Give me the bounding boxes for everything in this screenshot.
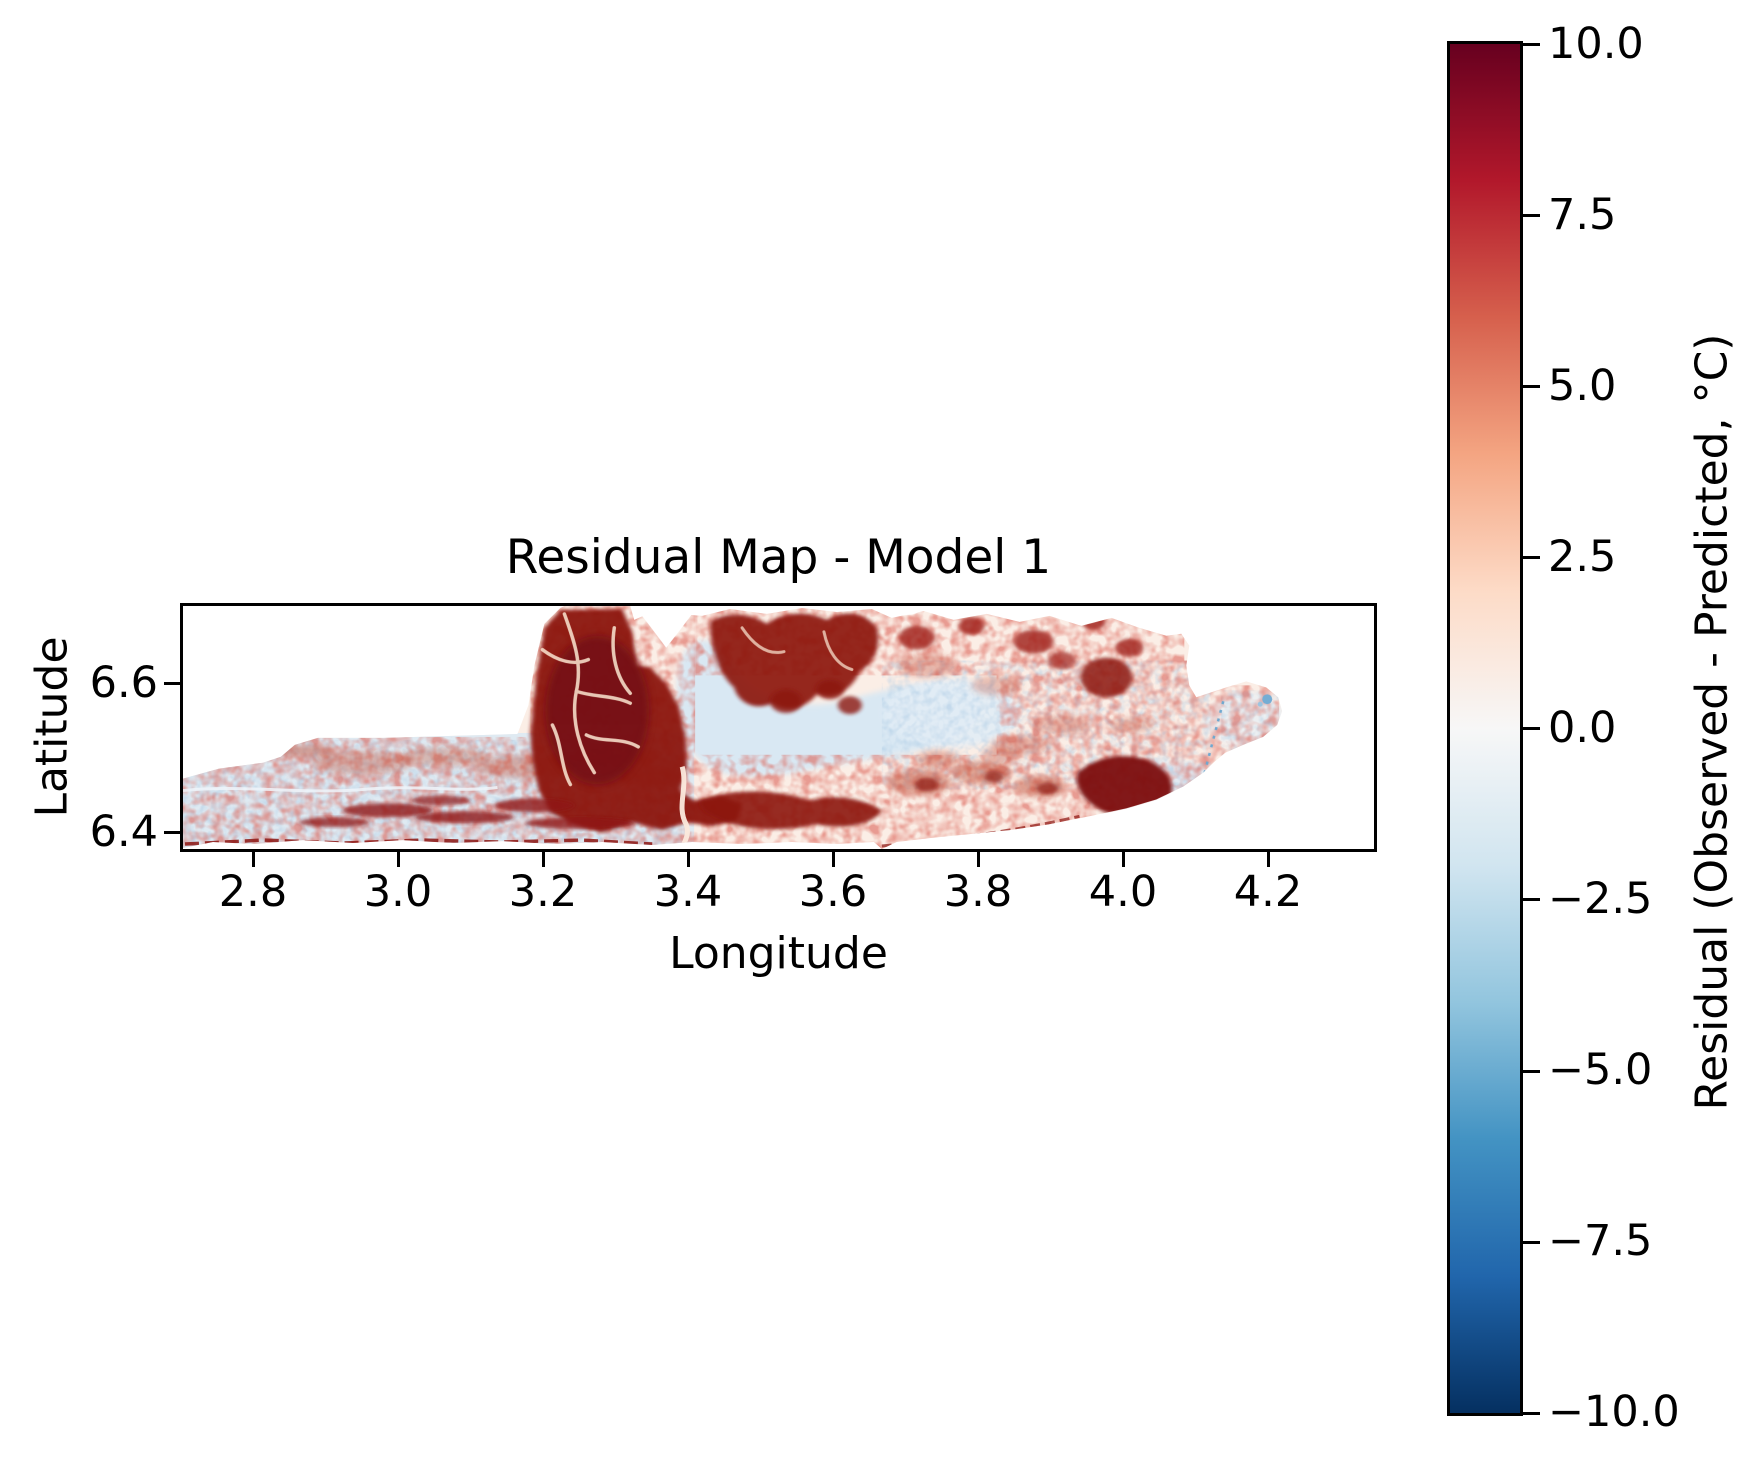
x-tick-mark [541, 852, 545, 867]
colorbar-tick-mark [1523, 1411, 1540, 1415]
dark-red-hotspots [299, 608, 1226, 833]
colorbar-tick-mark [1523, 727, 1540, 730]
y-tick-mark [164, 830, 180, 834]
x-tick-mark [1266, 852, 1270, 867]
wedge-blue-spot-halo [1257, 701, 1263, 707]
x-tick-mark [686, 852, 690, 867]
x-tick-mark [396, 852, 400, 867]
residual-map-canvas [183, 606, 1283, 849]
chart-title: Residual Map - Model 1 [505, 530, 1052, 585]
x-tick-label: 4.2 [1233, 867, 1303, 917]
colorbar-tick-label: 2.5 [1548, 532, 1617, 582]
x-tick-label: 3.8 [943, 867, 1013, 917]
x-tick-label: 3.2 [508, 867, 578, 917]
y-axis-label: Latitude [26, 636, 78, 818]
creek-line [183, 786, 498, 793]
colorbar-tick-mark [1523, 898, 1540, 901]
x-tick-mark [976, 852, 980, 867]
colorbar-tick-label: 0.0 [1548, 703, 1617, 753]
x-tick-label: 3.6 [798, 867, 868, 917]
colorbar-tick-label: 7.5 [1548, 190, 1617, 240]
colorbar-label: Residual (Observed - Predicted, °C) [1686, 333, 1738, 1111]
colorbar-tick-label: −7.5 [1548, 1216, 1653, 1266]
x-tick-mark [1121, 852, 1125, 867]
river-channels [540, 612, 854, 787]
y-tick-mark [164, 681, 180, 685]
coastline-notches [634, 606, 1052, 648]
colorbar-tick-label: −10.0 [1548, 1387, 1680, 1437]
harbor-channel [679, 766, 690, 849]
colorbar-tick-mark [1523, 213, 1540, 217]
colorbar-tick-label: 10.0 [1548, 19, 1644, 69]
x-tick-mark [251, 852, 255, 867]
y-tick-label: 6.4 [89, 807, 158, 857]
x-tick-label: 3.4 [653, 867, 723, 917]
colorbar-tick-mark [1523, 1069, 1540, 1073]
x-tick-label: 4.0 [1088, 867, 1158, 917]
colorbar-tick-label: −2.5 [1548, 874, 1653, 924]
colorbar-tick-label: −5.0 [1548, 1045, 1653, 1095]
wedge-blue-spot [1262, 694, 1273, 705]
x-tick-label: 3.0 [363, 867, 433, 917]
colorbar-gradient [1447, 41, 1523, 1416]
colorbar-tick-mark [1523, 42, 1540, 46]
colorbar-tick-mark [1523, 556, 1540, 559]
x-axis-label: Longitude [669, 928, 888, 979]
y-tick-label: 6.6 [89, 658, 158, 708]
x-tick-label: 2.8 [218, 867, 288, 917]
colorbar-tick-mark [1523, 385, 1540, 388]
x-tick-mark [831, 852, 835, 867]
colorbar-tick-mark [1523, 1240, 1540, 1244]
colorbar-tick-label: 5.0 [1548, 361, 1617, 411]
map-axes [180, 603, 1377, 852]
